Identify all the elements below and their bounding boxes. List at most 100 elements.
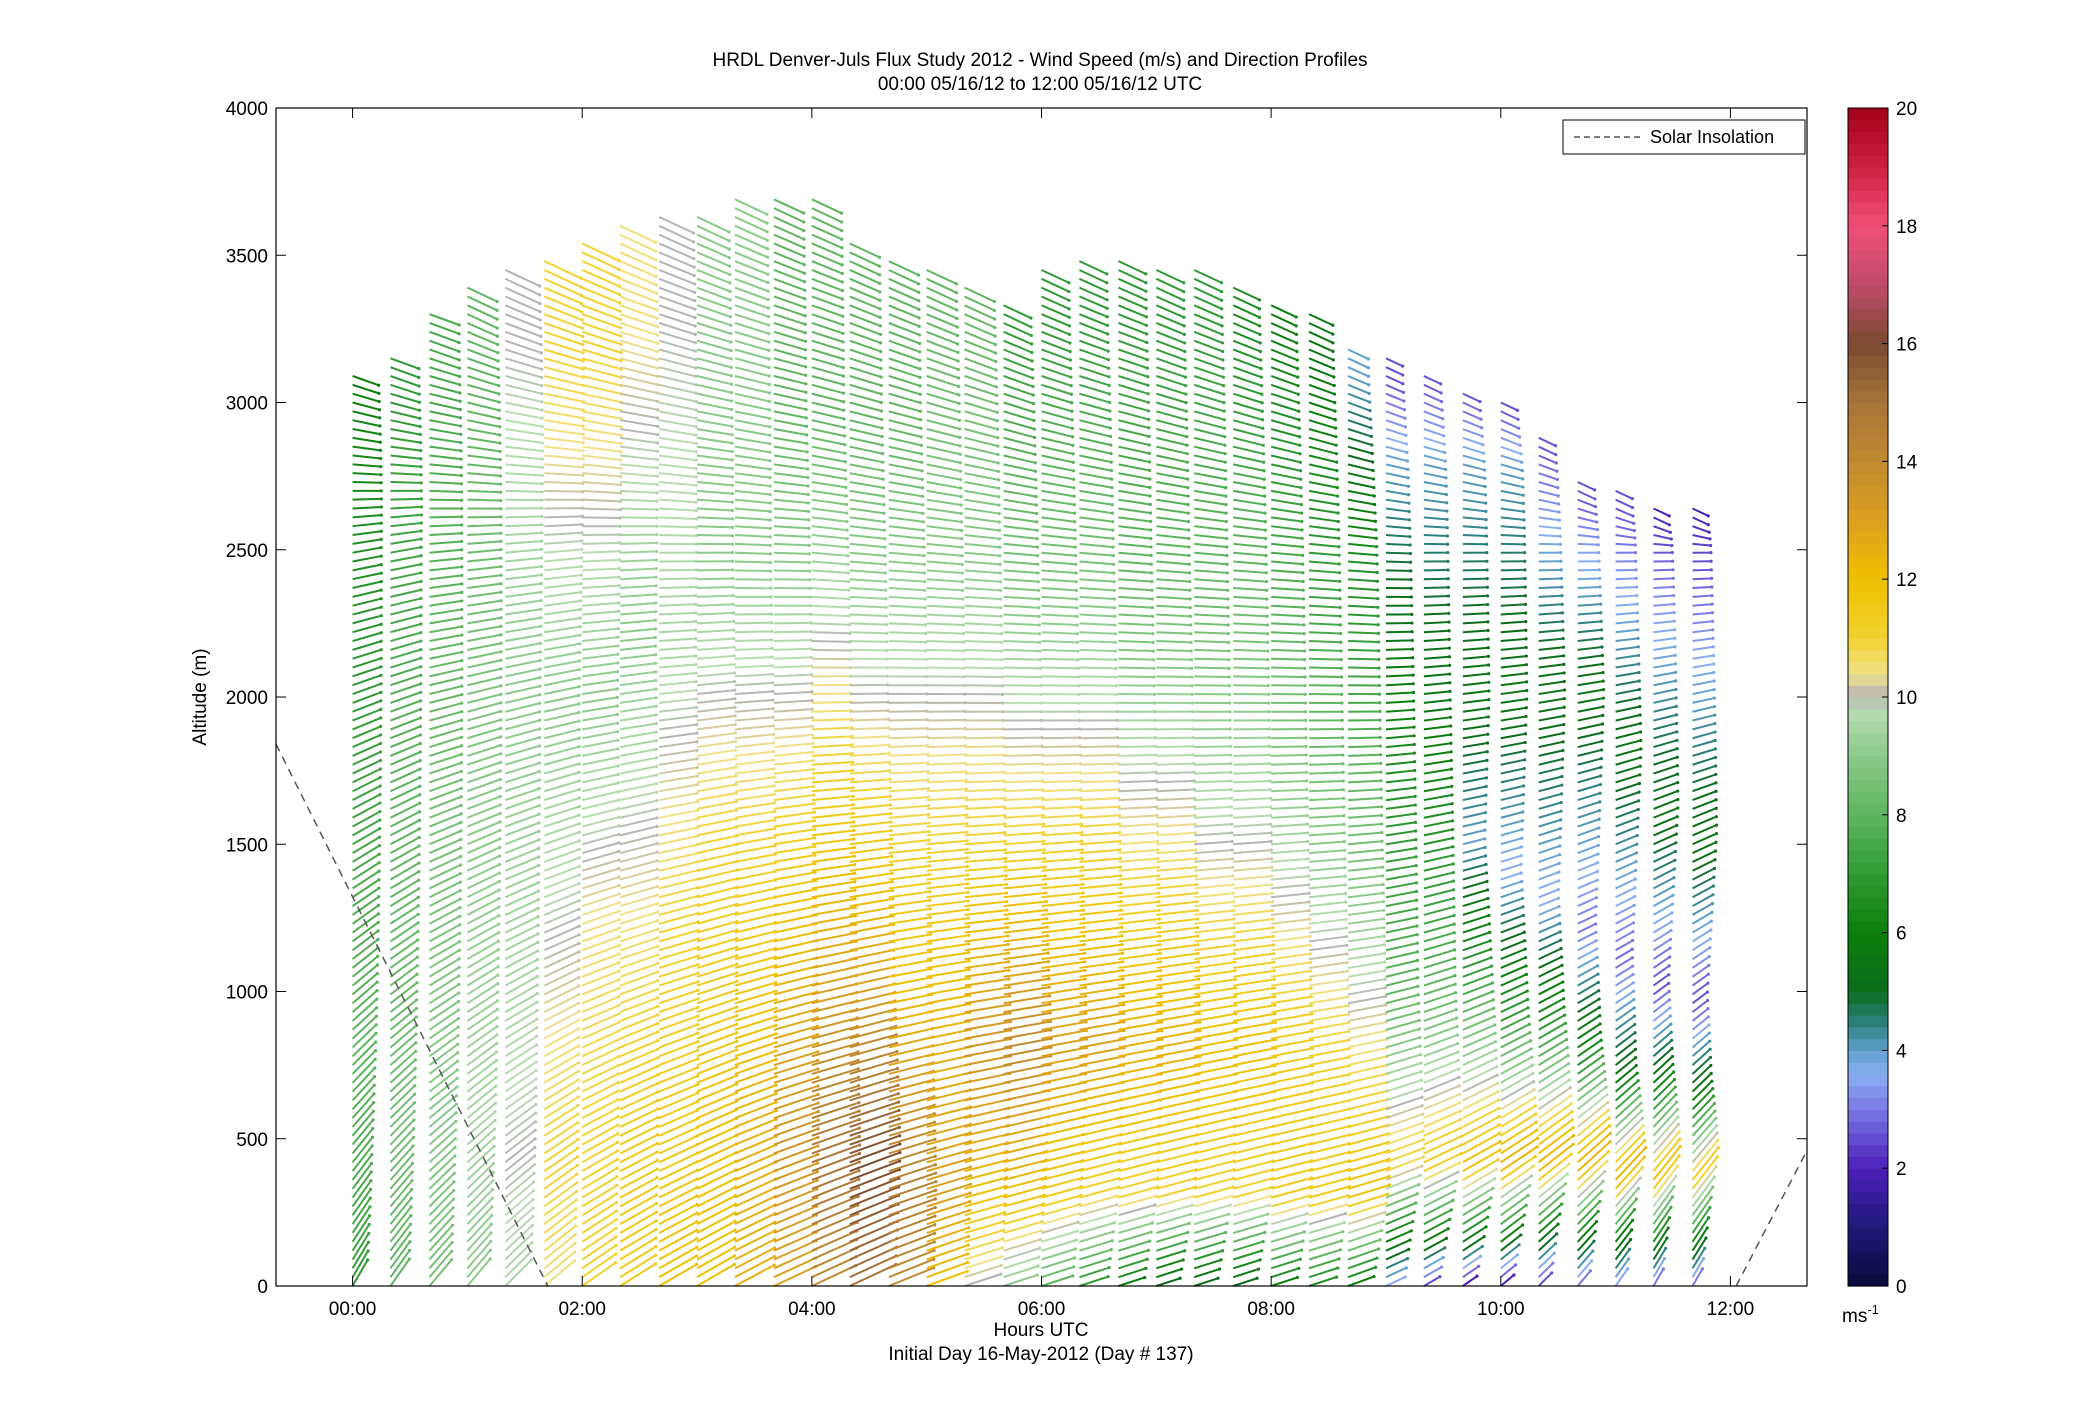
wind-arrow [888,1027,933,1040]
wind-arrow-head [1074,597,1079,601]
wind-arrow-head [499,582,503,586]
wind-arrow [696,714,736,722]
wind-arrow [1156,1151,1197,1164]
wind-arrow-head [499,556,503,560]
wind-arrow [390,445,421,452]
wind-arrow-head [378,424,382,428]
wind-arrow [1041,805,1082,810]
wind-arrow [849,838,892,846]
wind-arrow-head [773,818,777,822]
wind-arrow-head [999,614,1003,619]
wind-arrow-head [499,624,503,628]
wind-arrow-head [813,870,817,874]
wind-arrow-head [616,721,620,725]
wind-arrow [964,1159,1008,1173]
wind-arrow-head [1106,340,1110,345]
wind-arrow [619,1159,658,1181]
wind-arrow [811,295,844,309]
wind-arrow-head [815,1178,819,1182]
wind-arrow [351,1041,377,1066]
wind-arrow [659,654,697,660]
wind-arrow-head [1112,588,1116,592]
wind-arrow-head [655,893,660,897]
wind-arrow [888,1241,935,1261]
plot-area [275,107,1808,1287]
wind-arrow [544,839,580,855]
wind-arrow-head [374,1023,378,1027]
wind-arrow [505,608,542,616]
wind-arrow-head [574,1198,578,1202]
wind-arrow [849,260,880,276]
wind-arrow [811,224,843,241]
wind-arrow [543,1251,576,1278]
wind-arrow [544,822,580,837]
wind-arrow-head [933,1205,937,1210]
wind-arrow-head [773,827,777,831]
wind-arrow-head [916,282,921,286]
wind-arrow-head [880,426,884,430]
wind-arrow-head [857,1109,861,1113]
wind-arrow-head [1113,1212,1118,1216]
wind-arrow-head [1159,1011,1164,1016]
wind-arrow-head [772,775,776,779]
wind-arrow [352,844,380,863]
wind-arrow-head [695,731,699,735]
wind-arrow [811,1076,859,1093]
wind-arrow-head [841,374,846,378]
wind-arrow [1003,666,1041,670]
wind-arrow-head [816,1152,820,1157]
wind-arrow [1079,472,1112,481]
wind-arrow [964,840,1006,846]
wind-arrow [734,472,771,479]
wind-arrow-head [407,1257,411,1261]
wind-arrow [390,605,422,616]
wind-arrow [696,481,733,487]
wind-arrow-head [615,712,620,717]
wind-arrow [429,940,461,960]
wind-arrow [926,831,968,837]
wind-arrow [849,914,894,925]
wind-arrow-head [996,436,1000,440]
wind-arrow [849,516,885,523]
wind-arrow [658,392,697,403]
wind-arrow [849,769,890,775]
wind-arrow [734,853,776,863]
wind-arrow [926,436,961,447]
wind-arrow-head [655,316,659,320]
wind-arrow [888,269,919,285]
wind-arrow-head [841,314,845,318]
wind-arrow-head [812,793,816,797]
wind-arrow [619,782,657,793]
wind-arrow-head [806,509,811,514]
wind-arrow [582,722,618,731]
wind-arrow-head [377,861,381,865]
wind-arrow [734,489,771,496]
wind-arrow-head [496,939,501,943]
wind-arrow-head [853,880,857,884]
wind-arrow [543,1044,580,1066]
wind-arrow-head [532,1171,536,1175]
wind-arrow-head [495,1007,499,1011]
wind-arrow-head [655,466,660,470]
profile-column [1078,260,1126,1287]
wind-arrow [467,650,502,660]
wind-arrow-head [497,871,502,875]
wind-arrow [1079,525,1113,532]
wind-arrow-head [376,954,380,959]
wind-arrow [390,623,422,634]
wind-arrow-head [1072,486,1076,490]
wind-arrow-head [616,1089,620,1093]
wind-arrow-head [458,863,463,867]
wind-arrow-head [774,1066,778,1070]
wind-arrow [811,322,844,335]
wind-arrow [658,792,698,802]
wind-arrow [581,910,620,925]
wind-arrow-head [805,441,809,446]
wind-arrow-head [730,508,734,513]
wind-arrow-head [614,1243,618,1248]
wind-arrow-head [996,444,1000,448]
wind-arrow [543,1225,577,1252]
wind-arrow-head [576,1061,581,1065]
wind-arrow-head [964,804,969,808]
wind-arrow [428,1060,459,1084]
